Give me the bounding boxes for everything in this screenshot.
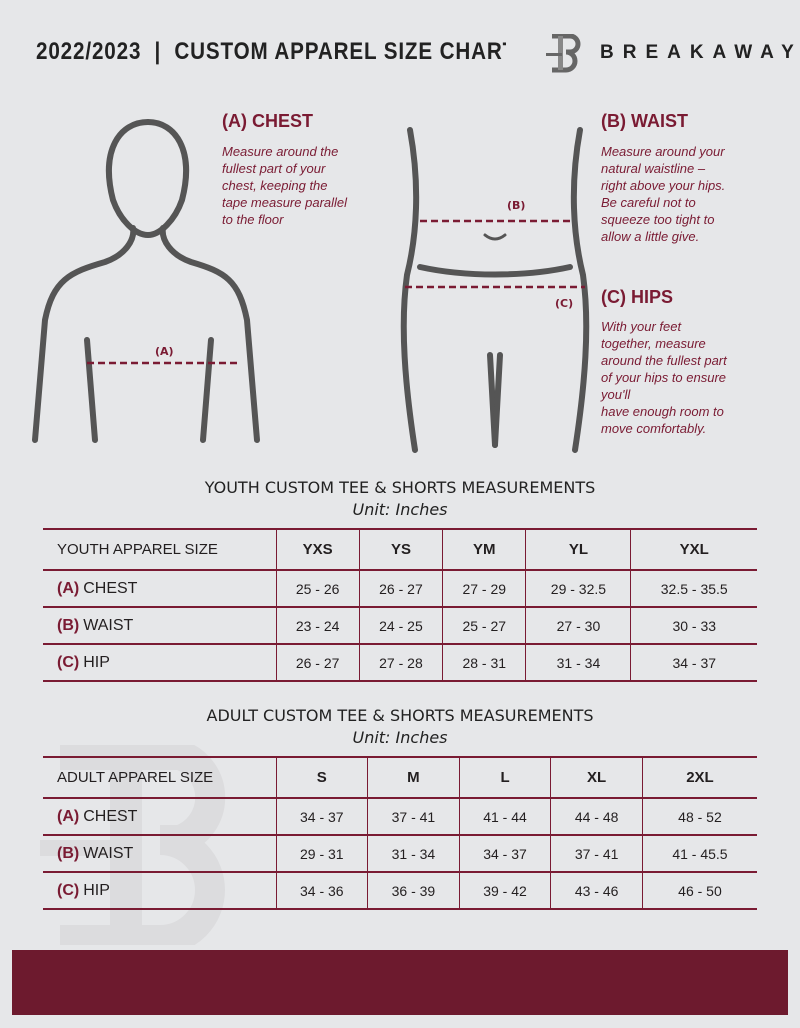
row-label: (B) WAIST bbox=[43, 835, 276, 873]
row-measure: HIP bbox=[83, 881, 110, 899]
lower-body-figure: (B) (C) bbox=[400, 127, 590, 453]
measurement-cell: 34 - 37 bbox=[458, 835, 551, 873]
row-letter: (A) bbox=[57, 579, 80, 597]
size-header: YOUTH APPAREL SIZE bbox=[43, 529, 276, 571]
measurement-cell: 27 - 29 bbox=[442, 570, 526, 608]
waist-description: Measure around your natural waistline – ri… bbox=[601, 144, 726, 244]
row-letter: (C) bbox=[57, 881, 80, 899]
measurement-cell: 36 - 39 bbox=[367, 872, 460, 910]
row-letter: (B) bbox=[57, 844, 80, 862]
row-measure: WAIST bbox=[83, 844, 134, 862]
chest-heading: (A) CHEST bbox=[222, 111, 313, 131]
measurement-cell: 41 - 44 bbox=[458, 798, 551, 836]
measurement-cell: 46 - 50 bbox=[641, 872, 757, 910]
measurement-cell: 34 - 37 bbox=[275, 798, 368, 836]
measurement-cell: 30 - 33 bbox=[630, 607, 757, 645]
row-label: (C) HIP bbox=[43, 872, 276, 910]
row-measure: HIP bbox=[83, 653, 110, 671]
measurement-cell: 29 - 32.5 bbox=[525, 570, 631, 608]
hips-description: With your feet together, measure around th… bbox=[601, 319, 727, 436]
measurement-cell: 27 - 28 bbox=[358, 644, 443, 682]
row-letter: (B) bbox=[57, 616, 80, 634]
measurement-cell: 31 - 34 bbox=[525, 644, 631, 682]
table-row: (A) CHEST 25 - 26 26 - 27 27 - 29 29 - 32.5 32… bbox=[43, 570, 757, 608]
measurement-cell: 25 - 26 bbox=[275, 570, 360, 608]
page-title: 2022/2023 | CUSTOM APPAREL SIZE CHART bbox=[36, 38, 506, 66]
size-column-header: YS bbox=[358, 529, 443, 571]
youth-table-title: YOUTH CUSTOM TEE & SHORTS MEASUREMENTS bbox=[204, 478, 596, 497]
measurement-cell: 29 - 31 bbox=[275, 835, 368, 873]
measurement-cell: 31 - 34 bbox=[367, 835, 460, 873]
row-label: (A) CHEST bbox=[43, 570, 276, 608]
youth-table-unit: Unit: Inches bbox=[352, 500, 448, 519]
measurement-cell: 39 - 42 bbox=[458, 872, 551, 910]
chest-marker: (A) bbox=[155, 345, 174, 358]
measurement-cell: 44 - 48 bbox=[550, 798, 643, 836]
footer-band bbox=[12, 950, 788, 1015]
table-header-row: YOUTH APPAREL SIZE YXS YS YM YL YXL bbox=[43, 529, 757, 571]
measurement-cell: 48 - 52 bbox=[641, 798, 757, 836]
waist-marker: (B) bbox=[507, 199, 525, 212]
adult-table-title: ADULT CUSTOM TEE & SHORTS MEASUREMENTS bbox=[206, 706, 594, 725]
row-label: (A) CHEST bbox=[43, 798, 276, 836]
measurement-cell: 26 - 27 bbox=[358, 570, 443, 608]
measurement-cell: 32.5 - 35.5 bbox=[630, 570, 757, 608]
measurement-cell: 28 - 31 bbox=[442, 644, 526, 682]
youth-size-table: YOUTH APPAREL SIZE YXS YS YM YL YXL (A) CHEST 25… bbox=[43, 528, 757, 682]
measurement-cell: 23 - 24 bbox=[275, 607, 360, 645]
waist-heading: (B) WAIST bbox=[601, 111, 688, 131]
table-row: (A) CHEST 34 - 37 37 - 41 41 - 44 44 - 48 48 -… bbox=[43, 798, 757, 836]
measurement-cell: 24 - 25 bbox=[358, 607, 443, 645]
row-letter: (C) bbox=[57, 653, 80, 671]
measurement-cell: 34 - 36 bbox=[275, 872, 368, 910]
upper-body-figure: (A) bbox=[32, 118, 260, 443]
size-column-header: L bbox=[458, 757, 551, 799]
breakaway-logo bbox=[546, 34, 581, 73]
size-column-header: YM bbox=[442, 529, 526, 571]
adult-size-table: ADULT APPAREL SIZE S M L XL 2XL (A) CHEST 34 - 3… bbox=[43, 756, 757, 910]
size-column-header: M bbox=[367, 757, 460, 799]
row-measure: CHEST bbox=[83, 579, 138, 597]
measurement-cell: 25 - 27 bbox=[442, 607, 526, 645]
measurement-cell: 34 - 37 bbox=[630, 644, 757, 682]
measurement-cell: 27 - 30 bbox=[525, 607, 631, 645]
row-measure: CHEST bbox=[83, 807, 138, 825]
measurement-cell: 43 - 46 bbox=[550, 872, 643, 910]
page-title-text: 2022/2023 | CUSTOM APPAREL SIZE CHART bbox=[36, 38, 506, 65]
hips-marker: (C) bbox=[555, 297, 573, 310]
table-row: (B) WAIST 29 - 31 31 - 34 34 - 37 37 - 41 41 -… bbox=[43, 835, 757, 873]
size-column-header: YXL bbox=[630, 529, 757, 571]
row-measure: WAIST bbox=[83, 616, 134, 634]
size-column-header: YXS bbox=[275, 529, 360, 571]
size-header: ADULT APPAREL SIZE bbox=[43, 757, 276, 799]
measurement-cell: 37 - 41 bbox=[550, 835, 643, 873]
size-column-header: XL bbox=[550, 757, 643, 799]
size-column-header: 2XL bbox=[641, 757, 757, 799]
row-label: (C) HIP bbox=[43, 644, 276, 682]
chest-description: Measure around the fullest part of your ch… bbox=[222, 144, 348, 227]
table-row: (B) WAIST 23 - 24 24 - 25 25 - 27 27 - 30 30 -… bbox=[43, 607, 757, 645]
row-letter: (A) bbox=[57, 807, 80, 825]
hips-heading: (C) HIPS bbox=[601, 287, 673, 307]
adult-table-unit: Unit: Inches bbox=[352, 728, 448, 747]
table-row: (C) HIP 26 - 27 27 - 28 28 - 31 31 - 34 34 - 3… bbox=[43, 644, 757, 682]
measurement-cell: 37 - 41 bbox=[367, 798, 460, 836]
row-label: (B) WAIST bbox=[43, 607, 276, 645]
measurement-cell: 26 - 27 bbox=[275, 644, 360, 682]
brand-name: BREAKAWAY bbox=[600, 42, 800, 63]
size-column-header: YL bbox=[525, 529, 631, 571]
table-header-row: ADULT APPAREL SIZE S M L XL 2XL bbox=[43, 757, 757, 799]
size-column-header: S bbox=[275, 757, 368, 799]
table-row: (C) HIP 34 - 36 36 - 39 39 - 42 43 - 46 46 - 5… bbox=[43, 872, 757, 910]
measurement-cell: 41 - 45.5 bbox=[641, 835, 757, 873]
